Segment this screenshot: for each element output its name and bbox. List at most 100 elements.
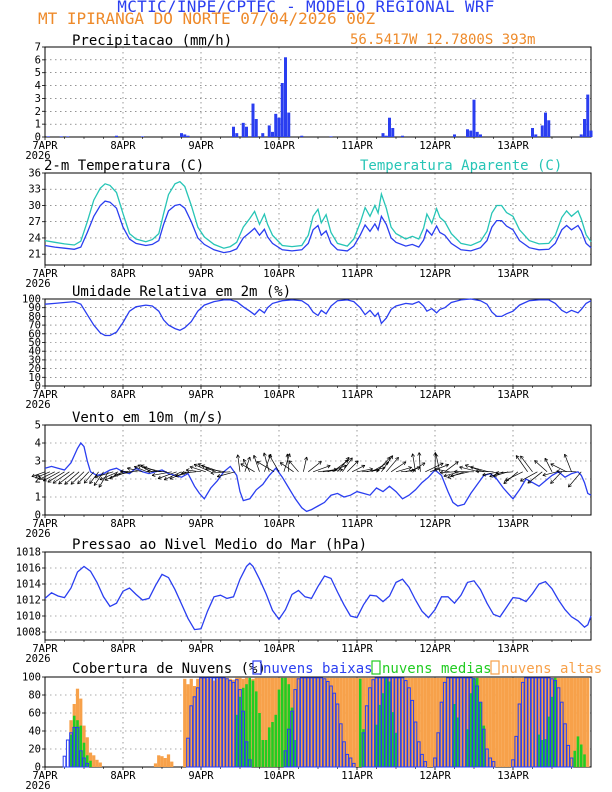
wind-vector — [237, 454, 241, 472]
wind-vector-head — [84, 481, 88, 484]
wind-vector-head — [489, 476, 494, 478]
pressure-panel: 1008 1010 1012 1014 1016 1018 7APR 8APR 9APR 10AP… — [16, 547, 592, 665]
wind-vector — [450, 471, 470, 477]
wind-speed-line — [44, 441, 592, 513]
wind-vector-head — [434, 468, 438, 472]
wind-vector-head — [52, 479, 55, 484]
wind-vector-head — [440, 463, 444, 467]
wind-vector-head — [464, 464, 468, 468]
x-tick-label: 9APR — [188, 770, 214, 782]
cloud-high-bar — [426, 677, 431, 767]
y-tick-label: 20 — [28, 363, 41, 375]
x-tick-label: 10APR — [263, 389, 295, 401]
wind-vector-head — [77, 480, 79, 485]
cloud-high-bar — [511, 677, 515, 767]
x-tick-label: 8APR — [110, 518, 136, 530]
y-tick-label: 3 — [35, 93, 41, 105]
cloud-low-bar — [299, 677, 304, 768]
x-tick-label: 9APR — [188, 643, 214, 655]
cloud-low-bar — [212, 677, 216, 768]
cloud-low-bar — [436, 732, 441, 768]
cloud-high-bar — [170, 761, 174, 767]
cloud-high-bar — [196, 678, 200, 767]
wind-vector-head — [362, 465, 366, 469]
wind-vector — [434, 468, 450, 473]
x-tick-label: 12APR — [419, 389, 451, 401]
wind-vector — [120, 470, 138, 473]
wind-vector — [163, 471, 182, 481]
wind-vector-head — [181, 472, 185, 475]
wind-vector-head — [482, 474, 486, 477]
cloud-low-bar — [481, 728, 486, 768]
cloud-high-bar — [491, 677, 496, 767]
wind-vector-head — [268, 454, 273, 457]
apparent-temp-line — [44, 180, 592, 249]
clouds-panel: 0 20 40 60 80 100 7APR 8APR 9APR 10APR 11APR 12APR 1… — [22, 672, 592, 792]
cloud-medium-bar — [264, 740, 268, 767]
precip-bar — [59, 136, 63, 137]
wind-vector-head — [470, 466, 474, 470]
x-tick-label: 12APR — [419, 643, 451, 655]
precip-bar — [46, 136, 50, 137]
cloud-low-bar — [208, 677, 213, 768]
cloud-medium-bar — [469, 693, 473, 767]
cloud-high-bar — [261, 677, 265, 767]
wind-vector — [475, 470, 494, 473]
wind-vector-head — [70, 480, 73, 485]
wind-vector-head — [475, 469, 480, 472]
wind-vector — [534, 460, 548, 473]
cloud-low-bar — [459, 677, 463, 768]
wind-vector-head — [77, 482, 82, 485]
wind-vector-head — [104, 477, 108, 481]
x-tick-label: 13APR — [497, 389, 529, 401]
wind-vector-head — [520, 455, 524, 458]
cloud-high-bar — [394, 677, 398, 767]
y-tick-label: 60 — [28, 328, 41, 340]
cloud-high-bar — [537, 677, 541, 767]
cloud-medium-bar — [482, 725, 486, 767]
wind-vector-head — [249, 456, 251, 461]
wind-vector — [134, 466, 148, 473]
cloud-high-bar — [98, 762, 102, 767]
wind-vector-head — [157, 475, 161, 479]
cloud-medium-bar — [280, 677, 284, 767]
cloud-medium-bar — [89, 760, 92, 767]
cloud-low-bar — [420, 753, 424, 768]
wind-vector-head — [527, 482, 532, 484]
wind-vector-head — [386, 461, 390, 466]
x-tick-label: 9APR — [188, 268, 214, 280]
precip-bar — [388, 117, 391, 137]
cloud-high-bar — [95, 759, 99, 767]
wind-vector-head — [568, 485, 572, 488]
cloud-high-bar — [309, 677, 314, 767]
x-tick-label: 8APR — [110, 140, 136, 152]
cloud-medium-bar — [258, 713, 261, 767]
precip-title: Precipitacao (mm/h) — [72, 33, 232, 49]
legend-medium-swatch — [371, 660, 381, 675]
cloud-low-bar — [511, 759, 515, 768]
wind-vector-head — [348, 457, 350, 461]
cloud-low-bar — [345, 753, 350, 768]
x-tick-label: 7APR — [32, 268, 58, 280]
wind-vector-head — [550, 463, 553, 467]
cloud-low-bar — [400, 677, 405, 768]
cloud-high-bar — [267, 677, 271, 767]
y-tick-label: 1 — [35, 492, 41, 504]
wind-vector — [197, 463, 216, 473]
cloud-high-bar — [326, 677, 330, 767]
wind-vector — [43, 471, 60, 482]
wind-vector-head — [147, 470, 151, 474]
precip-bar — [540, 125, 544, 137]
precip-bar — [391, 128, 395, 137]
wind-vector-head — [459, 466, 463, 470]
wind-vector-head — [89, 480, 91, 484]
cloud-low-bar — [556, 687, 561, 768]
wind-vector-head — [120, 469, 124, 472]
cloud-high-bar — [501, 677, 505, 767]
wind-vector — [264, 453, 272, 472]
wind-vector-head — [287, 453, 290, 458]
cloud-low-bar — [416, 741, 421, 768]
cloud-low-bar — [361, 732, 366, 768]
wind-vector-head — [343, 464, 347, 466]
cloud-low-bar — [465, 677, 470, 768]
